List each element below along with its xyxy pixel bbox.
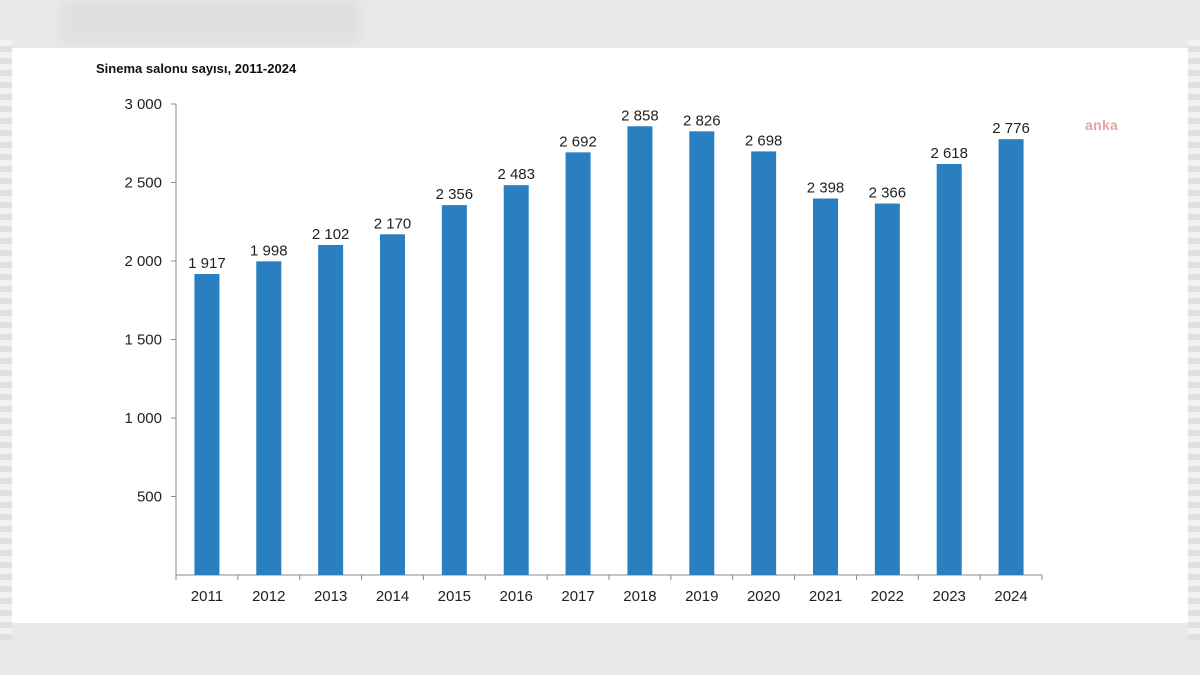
data-label: 2 170 [374,215,412,232]
bar [874,203,900,575]
data-label: 2 483 [497,166,535,183]
bar [689,131,715,575]
y-tick-label: 3 000 [124,96,162,113]
data-label: 2 366 [869,185,907,202]
bar [380,234,405,575]
x-tick-label: 2019 [685,588,718,605]
x-tick-label: 2023 [933,588,966,605]
data-label: 2 826 [683,112,721,129]
x-tick-label: 2017 [561,588,594,605]
x-tick-label: 2016 [500,588,533,605]
x-tick-label: 2011 [191,588,223,605]
bar [194,274,220,575]
x-tick-label: 2020 [747,588,780,605]
watermark-text: anka [1085,117,1119,133]
bar [813,198,838,575]
x-tick-label: 2012 [252,588,285,605]
x-tick-label: 2018 [623,588,656,605]
data-label: 2 398 [807,180,845,197]
y-tick-label: 1 000 [124,410,162,427]
y-tick-label: 2 500 [124,175,162,192]
x-tick-label: 2022 [871,588,904,605]
y-tick-label: 500 [137,489,162,506]
bar [936,163,962,575]
bar [318,244,344,575]
background-edge-left [0,40,12,640]
background-blur [60,0,360,44]
bar [256,261,282,575]
data-label: 2 858 [621,107,659,124]
data-label: 2 618 [930,145,968,162]
data-label: 2 698 [745,132,783,149]
data-label: 2 692 [559,133,597,150]
background-edge-right [1188,40,1200,640]
bar [503,185,529,575]
data-label: 2 102 [312,226,350,243]
data-label: 2 356 [436,186,474,203]
bar [441,205,467,575]
data-label: 1 998 [250,242,288,259]
bar [998,139,1024,575]
x-tick-label: 2024 [994,588,1027,605]
x-tick-label: 2013 [314,588,347,605]
chart-title: Sinema salonu sayısı, 2011-2024 [96,61,297,76]
data-label: 1 917 [188,255,226,272]
x-tick-label: 2021 [809,588,842,605]
bar [565,152,591,575]
x-tick-label: 2014 [376,588,409,605]
x-tick-label: 2015 [438,588,471,605]
bar [751,151,777,575]
data-label: 2 776 [992,120,1030,137]
bar [627,126,653,575]
y-tick-label: 1 500 [124,332,162,349]
y-tick-label: 2 000 [124,253,162,270]
